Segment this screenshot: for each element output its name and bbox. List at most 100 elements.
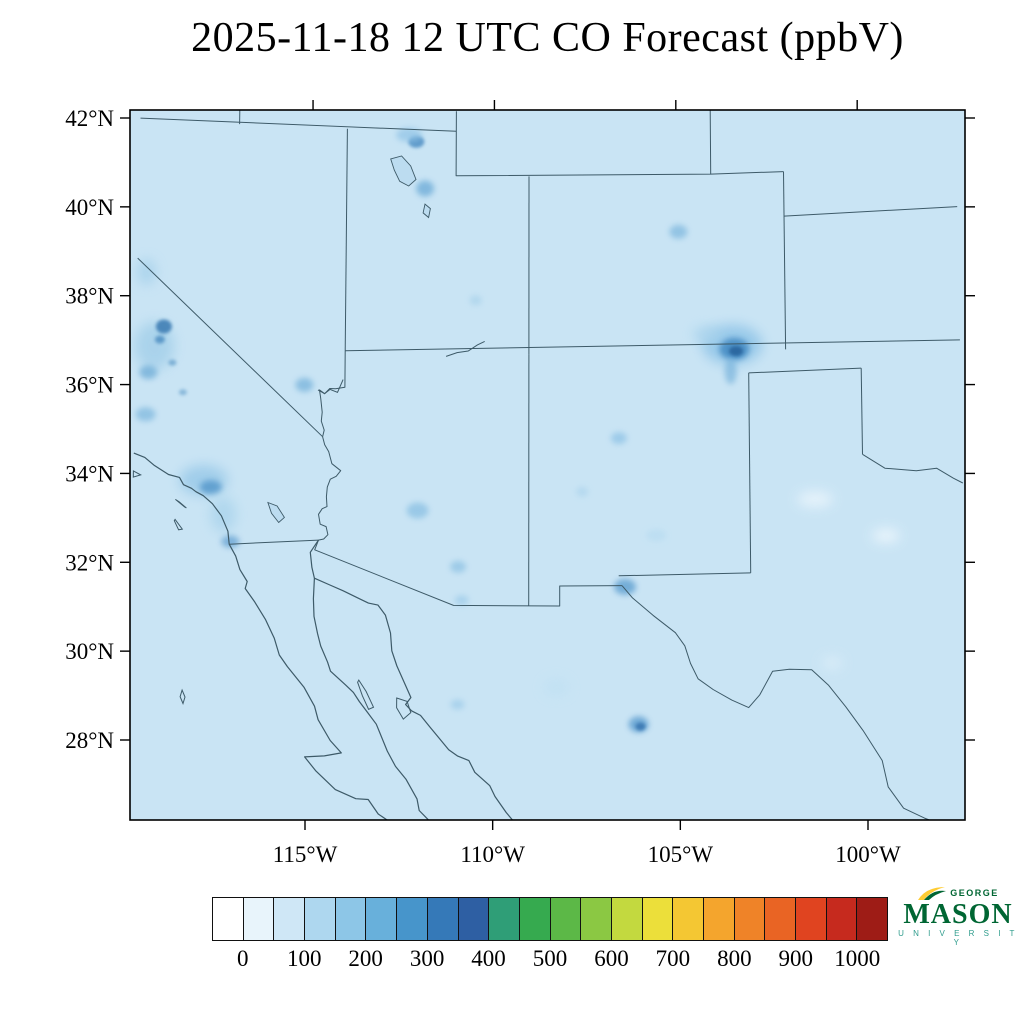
border-wyoming [455,110,712,177]
gmu-university-text: U N I V E R S I T Y [898,929,1018,947]
border-mexico_az_nm [314,539,623,607]
co-hotspot [610,432,627,445]
co-hotspot [646,529,667,542]
co-hotspot [450,560,467,573]
colorbar-tick-label: 500 [532,946,568,971]
island-angel_de_la_guarda [357,679,375,710]
colorbar-tick-label: 1000 [834,946,881,971]
co-hotspot [454,595,469,606]
lat-tick-label: 36°N [65,373,114,398]
co-hotspot [134,321,175,370]
co-hotspot [635,722,646,731]
coastline-pacific_baja [133,452,389,820]
co-hotspot [669,224,688,239]
colorbar-cell [581,898,612,940]
colorbar-cell [489,898,520,940]
border-wy_ne_co_41n [710,171,784,175]
border-california_arizona [318,436,342,541]
co-hotspot [139,365,158,380]
lat-tick-label: 34°N [65,461,114,486]
lat-tick-label: 42°N [65,106,114,131]
co-hotspot [396,127,423,142]
border-ks_ne_40n [783,206,958,217]
colorbar-tick-label: 0 [236,946,249,971]
island-guadalupe [179,688,186,705]
co-hotspot [135,407,156,422]
coastline-baja_gulf [309,539,429,820]
lat-tick-label: 40°N [65,195,114,220]
co-hotspot [822,657,843,669]
co-hotspot [137,259,156,285]
co-hotspot [469,295,482,306]
colorbar-cell [734,898,766,940]
colorbar-tick-label: 700 [655,946,691,971]
co-hotspot [872,528,900,543]
co-hotspot [724,358,737,385]
border-texas_west [748,372,752,573]
border-nevada_utah [344,128,348,351]
co-hotspot [544,679,569,696]
island-catalina [175,498,187,509]
co-hotspot [221,535,240,548]
colorbar-labels: 0 100 200 300 400 500 600 700 800 900 1000 [212,946,888,976]
co-hotspot [178,389,187,396]
island-san_clemente [173,518,184,531]
co-hotspot [406,502,429,519]
border-texas_ok_365n [748,367,862,374]
gmu-mason-text: MASON [903,899,1013,930]
border-mexico_california [229,539,319,545]
border-parallel_37n [345,339,960,352]
co-hotspot [576,486,589,497]
lat-tick-label: 32°N [65,550,114,575]
colorbar-cell [642,898,674,940]
border-colorado_east [783,171,787,350]
co-hotspot [199,480,222,495]
lake-great_salt_lake [390,155,417,187]
co-hotspot [729,346,743,357]
co-background-field [130,110,965,820]
border-red_river [862,453,964,484]
co-hotspot [155,319,172,334]
gmu-george-text: GEORGE [950,887,999,898]
colorbar-cell [765,898,797,940]
colorbar-cell [857,898,888,940]
co-hotspot [295,377,314,392]
colorbar-cell [397,898,428,940]
colorbar-tick-label: 200 [348,946,383,971]
gmu-leaf-icon [918,887,947,900]
lon-tick-label: 100°W [835,842,901,867]
co-hotspot [154,335,165,344]
lat-tick-label: 38°N [65,284,114,309]
colorbar-tick-label: 600 [594,946,629,971]
lat-tick-label: 30°N [65,639,114,664]
co-hotspot [450,699,465,710]
map-canvas [130,110,965,820]
border-parallel_42n [140,117,457,132]
lat-tick-label: 28°N [65,728,114,753]
co-hotspot [416,180,435,197]
colorbar-cell [427,898,459,940]
colorbar-cell [335,898,367,940]
co-hotspot [210,496,237,533]
border-california_nevada [137,257,323,438]
border-nevada_arizona [319,350,346,437]
water-lake_powell [445,340,485,357]
colorbar-cell [550,898,582,940]
colorbar-cell [704,898,735,940]
lon-tick-label: 105°W [648,842,714,867]
colorbar-cell [274,898,306,940]
colorbar [212,897,888,941]
co-hotspot [614,578,636,595]
colorbar-tick-label: 100 [286,946,322,971]
lon-tick-label: 115°W [273,842,338,867]
border-newmexico_texas_32n [618,572,751,577]
coastline-sonora [314,577,514,820]
colorbar-cell [519,898,551,940]
colorbar-cell [796,898,827,940]
figure-title: 2025-11-18 12 UTC CO Forecast (ppbV) [191,15,904,61]
colorbar-cell [366,898,398,940]
colorbar-tick-label: 300 [409,946,445,971]
co-hotspot [168,359,177,366]
